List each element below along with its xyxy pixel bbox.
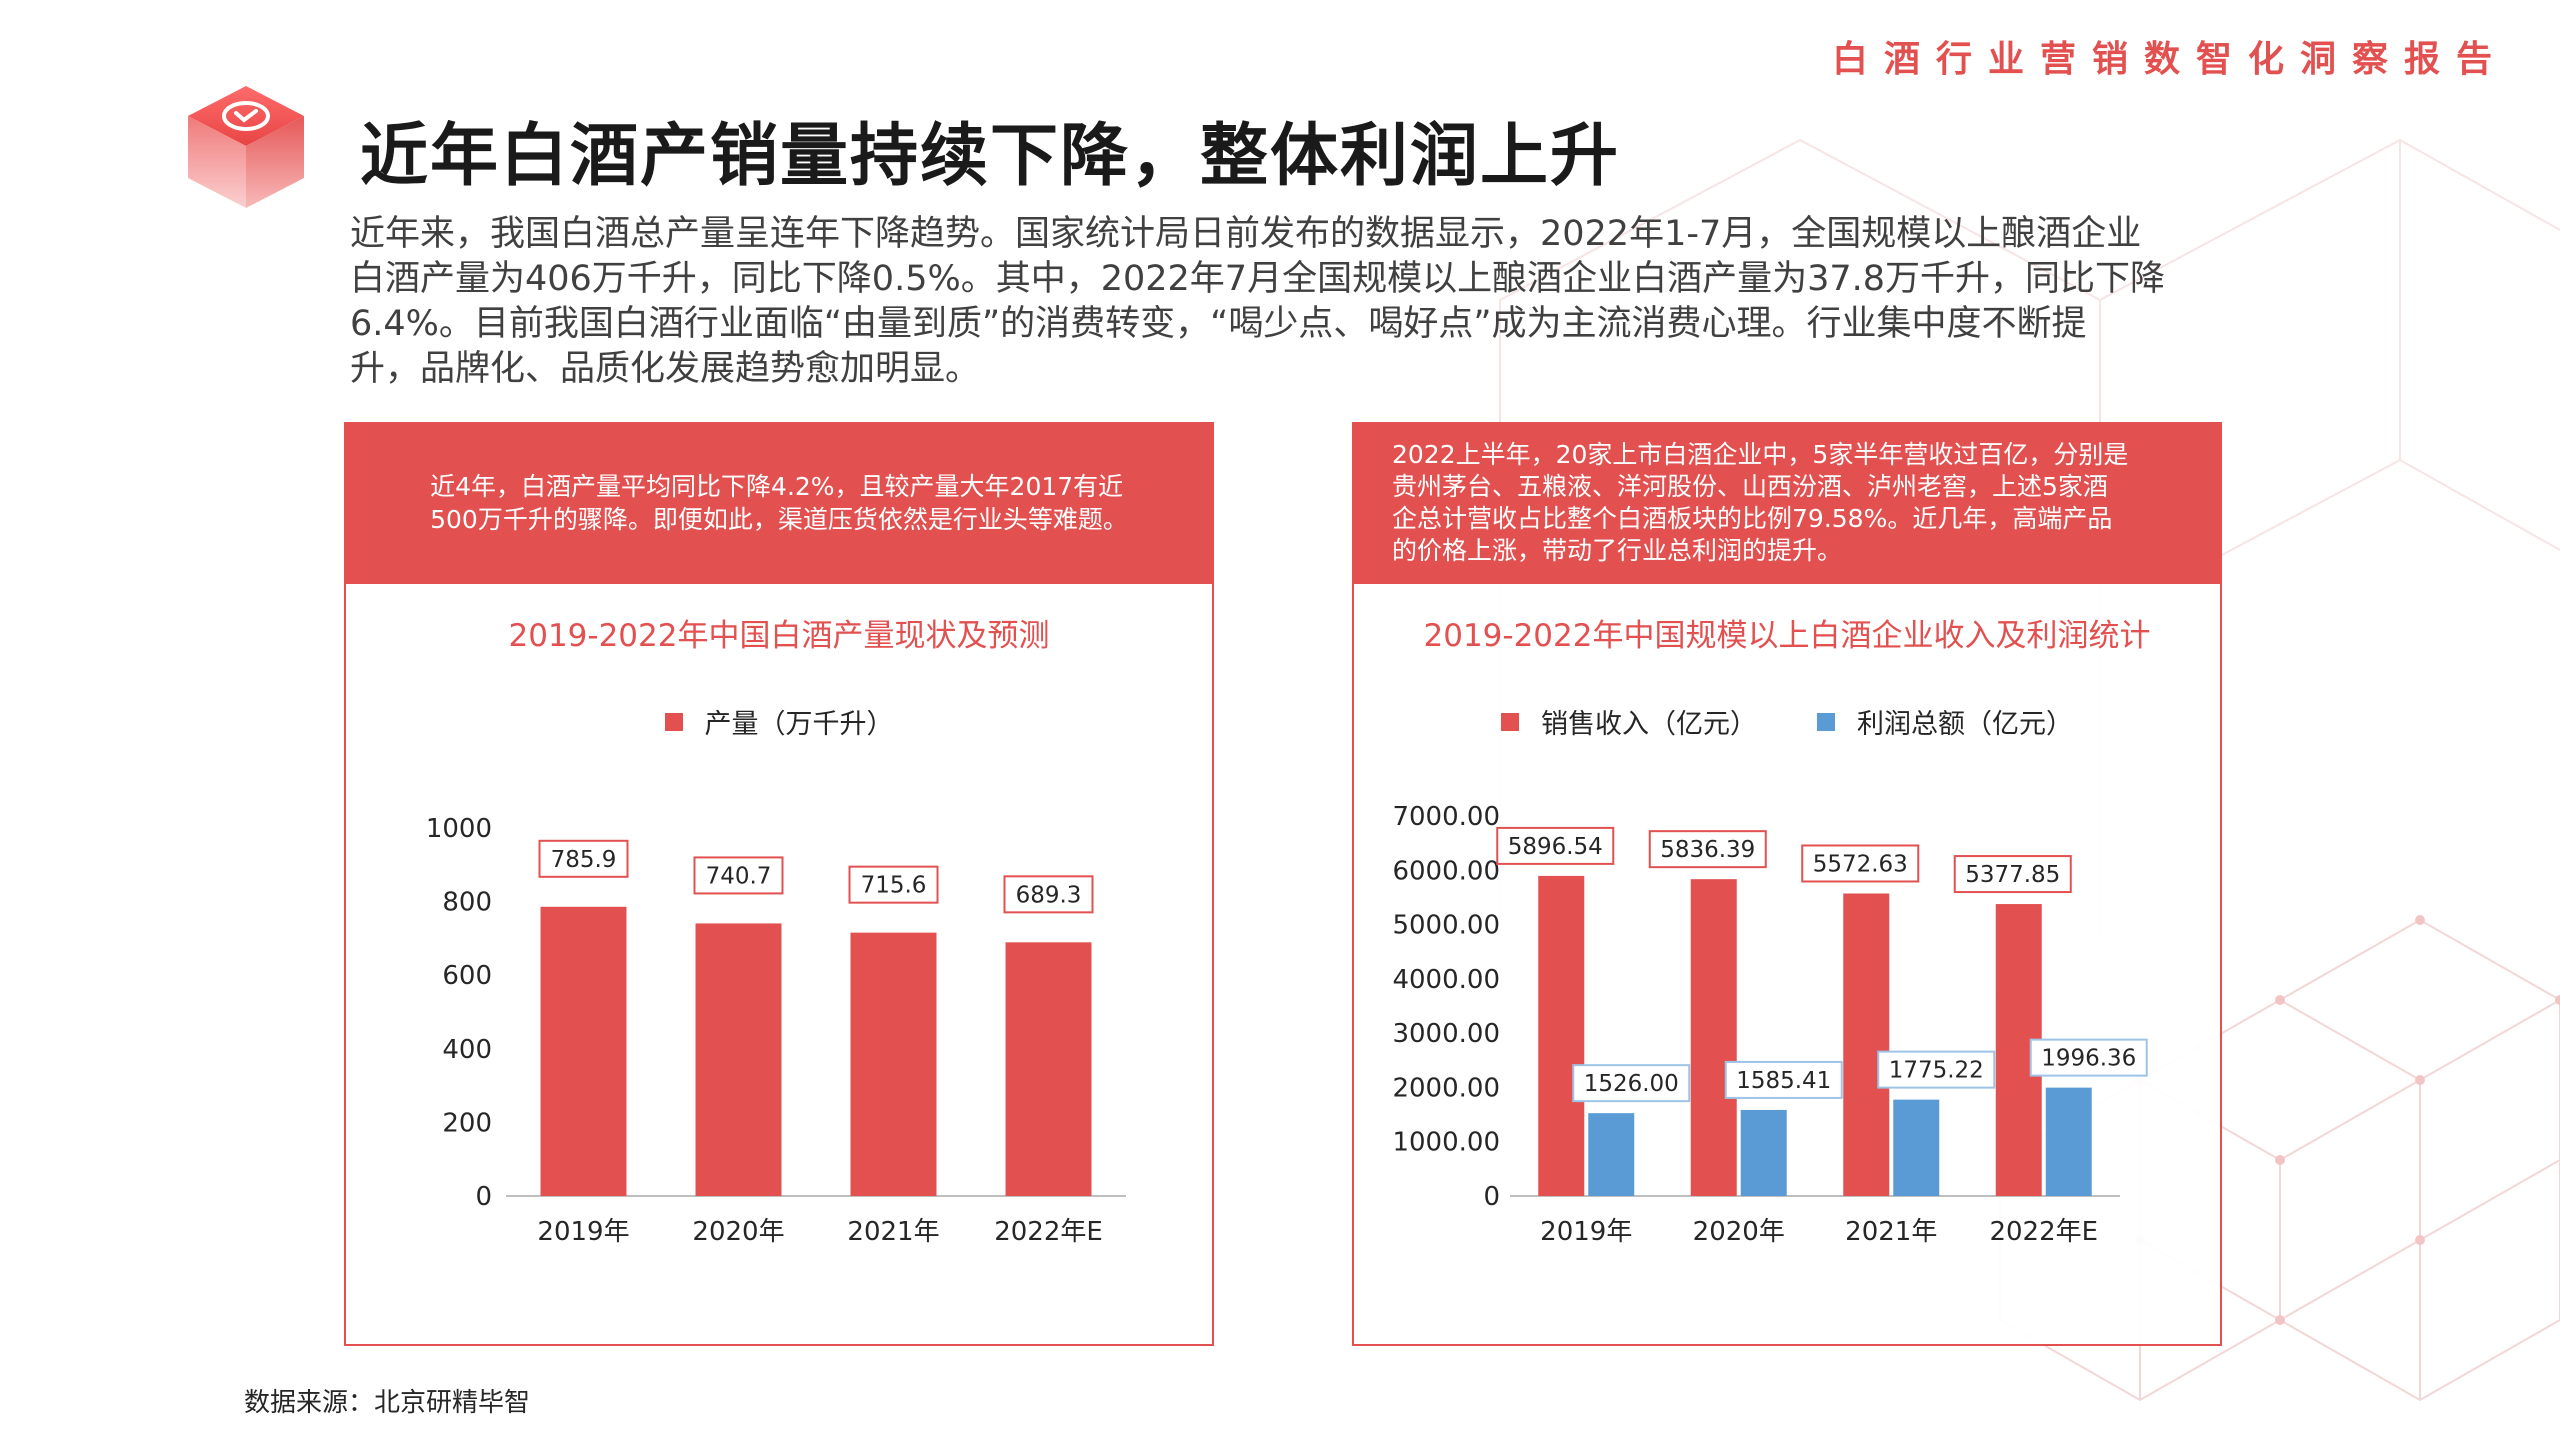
revenue-data-label: 5896.54 xyxy=(1508,834,1603,860)
revenue-bar xyxy=(1843,893,1890,1196)
x-tick-label: 2021年 xyxy=(1845,1217,1937,1247)
summary-line: 企总计营收占比整个白酒板块的比例79.58%。近几年，高端产品 xyxy=(1392,504,2113,533)
y-tick-label: 800 xyxy=(442,888,492,918)
y-tick-label: 4000.00 xyxy=(1392,965,1500,995)
y-tick-label: 7000.00 xyxy=(1392,802,1500,832)
revenue-panel-summary: 2022上半年，20家上市白酒企业中，5家半年营收过百亿，分别是 贵州茅台、五粮… xyxy=(1352,422,2222,584)
production-bar xyxy=(540,906,627,1196)
intro-line: 升，品牌化、品质化发展趋势愈加明显。 xyxy=(350,349,981,389)
profit-data-label: 1996.36 xyxy=(2041,1046,2136,1072)
x-tick-label: 2020年 xyxy=(692,1217,784,1247)
legend-item-profit: 利润总额（亿元） xyxy=(1817,702,2073,741)
revenue-profit-bar-chart: 0 1000.00 2000.00 3000.00 4000.00 5000.00 6000… xyxy=(1392,802,2148,1247)
revenue-profit-chart-panel: 2022上半年，20家上市白酒企业中，5家半年营收过百亿，分别是 贵州茅台、五粮… xyxy=(1352,422,2222,1346)
production-data-label-box xyxy=(848,865,939,904)
production-chart-panel: 近4年，白酒产量平均同比下降4.2%，且较产量大年2017有近 500万千升的骤… xyxy=(344,422,1214,1346)
profit-data-label: 1585.41 xyxy=(1736,1068,1831,1094)
production-chart-legend: 产量（万千升） xyxy=(346,702,1212,741)
legend-label-revenue: 销售收入（亿元） xyxy=(1541,709,1757,740)
summary-line: 500万千升的骤降。即便如此，渠道压货依然是行业头等难题。 xyxy=(430,505,1128,534)
page-title: 近年白酒产销量持续下降，整体利润上升 xyxy=(360,117,1621,196)
profit-data-label-box xyxy=(1877,1050,1996,1089)
x-tick-label: 2020年 xyxy=(1693,1217,1785,1247)
summary-line: 2022上半年，20家上市白酒企业中，5家半年营收过百亿，分别是 xyxy=(1392,440,2129,469)
revenue-chart-title: 2019-2022年中国规模以上白酒企业收入及利润统计 xyxy=(1423,618,2151,654)
y-tick-label: 0 xyxy=(1483,1182,1500,1212)
revenue-data-label-box xyxy=(1496,826,1615,865)
profit-bar xyxy=(2045,1087,2092,1196)
legend-item-production: 产量（万千升） xyxy=(664,702,894,741)
production-data-label-box xyxy=(1003,875,1094,914)
intro-paragraph: 近年来，我国白酒总产量呈连年下降趋势。国家统计局日前发布的数据显示，2022年1… xyxy=(350,212,2270,392)
production-panel-summary: 近4年，白酒产量平均同比下降4.2%，且较产量大年2017有近 500万千升的骤… xyxy=(344,422,1214,584)
y-tick-label: 3000.00 xyxy=(1392,1019,1500,1049)
profit-data-label: 1526.00 xyxy=(1584,1071,1679,1097)
legend-label-profit: 利润总额（亿元） xyxy=(1857,709,2073,740)
production-bar xyxy=(850,932,937,1196)
revenue-data-label: 5377.85 xyxy=(1965,862,2060,888)
revenue-data-label-box xyxy=(1648,830,1767,869)
profit-data-label: 1775.22 xyxy=(1889,1058,1984,1084)
profit-data-label-box xyxy=(1724,1060,1843,1099)
legend-swatch-production xyxy=(664,712,683,731)
report-title: 白酒行业营销数智化洞察报告 xyxy=(1831,39,2508,80)
production-data-label: 689.3 xyxy=(1016,882,1082,908)
profit-bar xyxy=(1893,1099,1940,1196)
x-tick-label: 2021年 xyxy=(847,1217,939,1247)
x-tick-label: 2022年E xyxy=(1989,1217,2098,1247)
profit-bar xyxy=(1588,1113,1635,1196)
data-source-note: 数据来源：北京研精毕智 xyxy=(244,1388,531,1418)
y-tick-label: 6000.00 xyxy=(1392,856,1500,886)
revenue-data-label-box xyxy=(1801,844,1920,883)
x-tick-label: 2019年 xyxy=(537,1217,629,1247)
production-bar xyxy=(695,923,782,1196)
production-bar-chart: 0 200 400 600 800 1000 785.9 2019年 740.7 2020年 715… xyxy=(426,814,1126,1247)
production-data-label: 715.6 xyxy=(861,873,927,899)
profit-bar xyxy=(1740,1109,1787,1196)
summary-line: 贵州茅台、五粮液、洋河股份、山西汾酒、泸州老窖，上述5家酒 xyxy=(1392,472,2108,501)
intro-line: 白酒产量为406万千升，同比下降0.5%。其中，2022年7月全国规模以上酿酒企… xyxy=(350,259,2165,299)
legend-swatch-revenue xyxy=(1501,712,1519,731)
summary-line: 近4年，白酒产量平均同比下降4.2%，且较产量大年2017有近 xyxy=(430,472,1124,501)
legend-item-revenue: 销售收入（亿元） xyxy=(1501,702,1757,741)
cube-logo-icon xyxy=(188,86,304,208)
y-tick-label: 600 xyxy=(442,961,492,991)
legend-label-production: 产量（万千升） xyxy=(704,709,894,740)
profit-data-label-box xyxy=(2029,1038,2148,1077)
x-tick-label: 2022年E xyxy=(994,1217,1103,1247)
profit-data-label-box xyxy=(1572,1064,1691,1103)
revenue-data-label-box xyxy=(1953,855,2072,894)
revenue-data-label: 5836.39 xyxy=(1660,837,1755,863)
y-tick-label: 1000.00 xyxy=(1392,1128,1500,1158)
y-tick-label: 400 xyxy=(442,1035,492,1065)
y-tick-label: 2000.00 xyxy=(1392,1073,1500,1103)
production-bar xyxy=(1005,942,1092,1196)
production-data-label-box xyxy=(538,839,629,878)
y-tick-label: 200 xyxy=(442,1108,492,1138)
revenue-chart-legend: 销售收入（亿元） 利润总额（亿元） xyxy=(1354,702,2220,741)
intro-line: 6.4%。目前我国白酒行业面临“由量到质”的消费转变，“喝少点、喝好点”成为主流… xyxy=(350,304,2087,344)
summary-line: 的价格上涨，带动了行业总利润的提升。 xyxy=(1392,536,1843,565)
y-tick-label: 5000.00 xyxy=(1392,911,1500,941)
intro-line: 近年来，我国白酒总产量呈连年下降趋势。国家统计局日前发布的数据显示，2022年1… xyxy=(350,214,2142,254)
y-tick-label: 1000 xyxy=(426,814,492,844)
production-data-label: 785.9 xyxy=(551,847,617,873)
revenue-data-label: 5572.63 xyxy=(1813,851,1908,877)
revenue-bar xyxy=(1690,879,1737,1196)
legend-swatch-profit xyxy=(1817,712,1835,731)
production-chart-title: 2019-2022年中国白酒产量现状及预测 xyxy=(508,618,1050,654)
revenue-bar xyxy=(1538,875,1585,1196)
production-data-label: 740.7 xyxy=(706,863,772,889)
y-tick-label: 0 xyxy=(475,1182,492,1212)
production-data-label-box xyxy=(693,856,784,895)
x-tick-label: 2019年 xyxy=(1540,1217,1632,1247)
